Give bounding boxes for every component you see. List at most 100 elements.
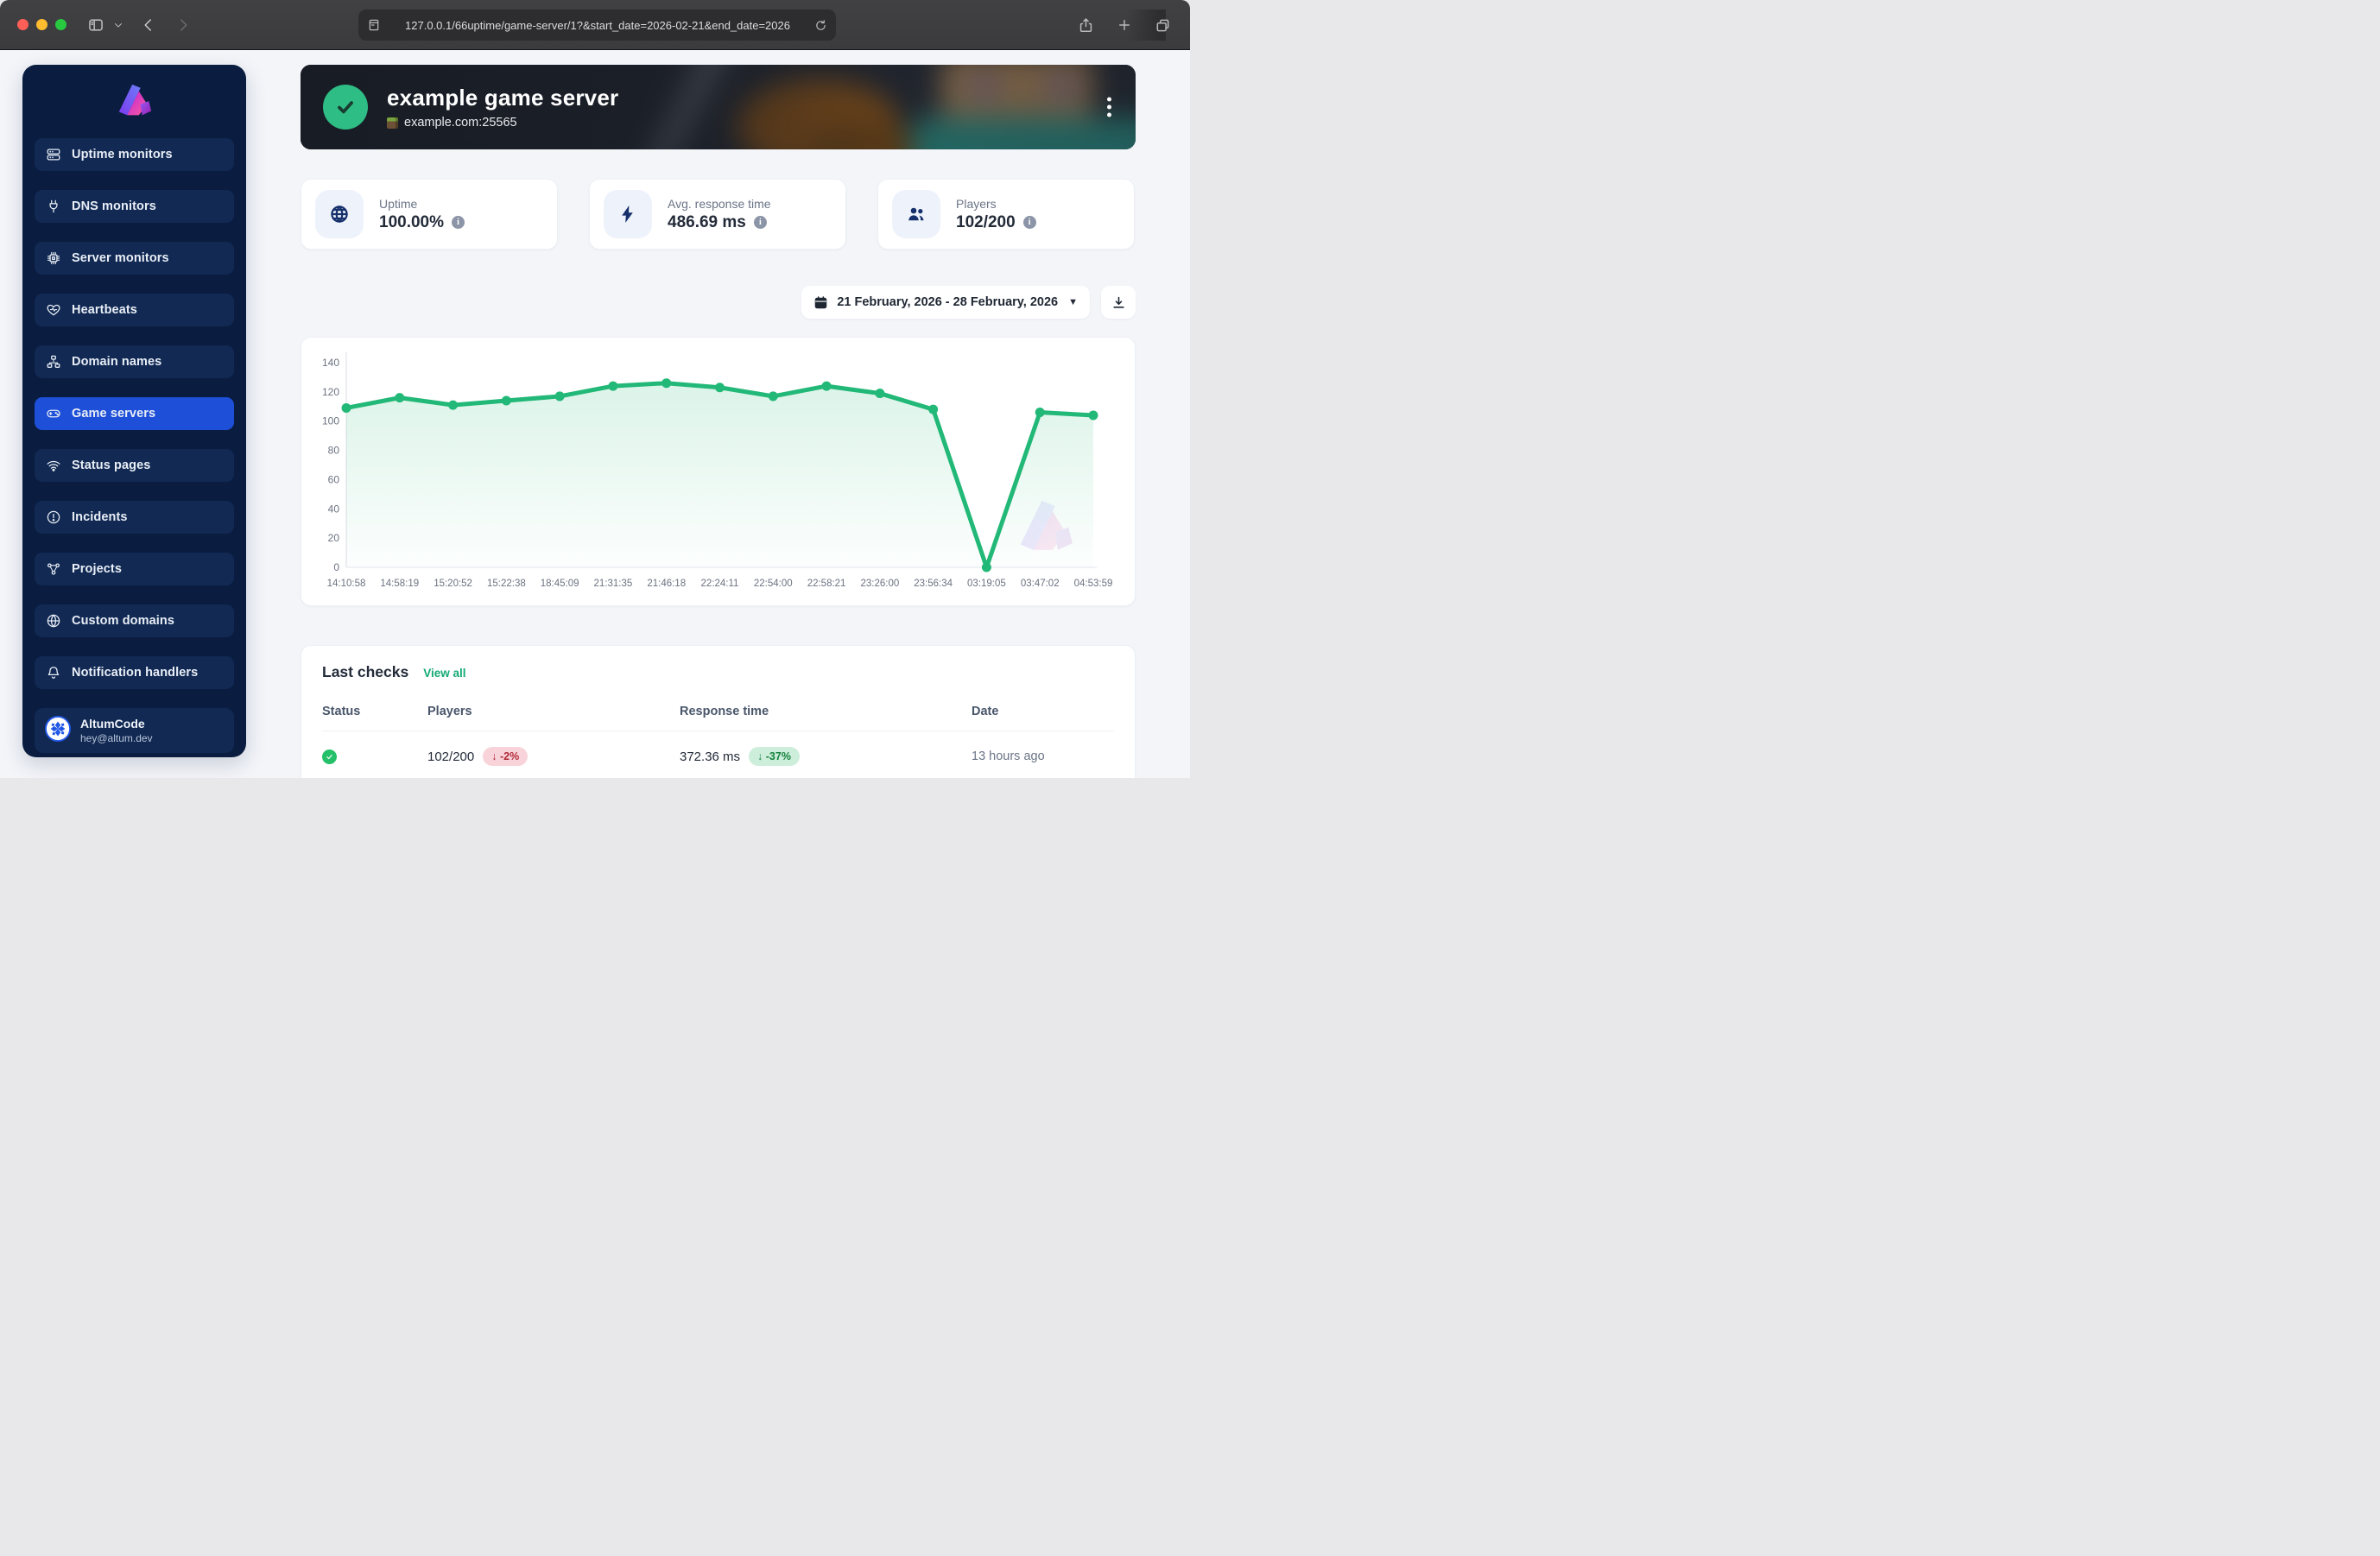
- heartbeat-icon: [46, 302, 61, 318]
- browser-window: 127.0.0.1/66uptime/game-server/1?&start_…: [0, 0, 1190, 778]
- table-body: 102/200 ↓ -2% 372.36 ms ↓ -37% 13 hours …: [322, 731, 1114, 778]
- app-logo: [115, 80, 155, 121]
- data-point: [821, 381, 832, 391]
- server-title: example game server: [387, 85, 619, 111]
- y-axis-tick: 40: [328, 503, 340, 515]
- players-change-badge: ↓ -2%: [483, 747, 529, 766]
- column-header-status: Status: [322, 705, 361, 718]
- date-range-row: 21 February, 2026 - 28 February, 2026 ▼: [301, 286, 1136, 319]
- reload-icon[interactable]: [814, 19, 827, 32]
- info-icon[interactable]: i: [452, 216, 465, 229]
- response-time-value: 372.36 ms: [680, 749, 741, 764]
- y-axis-tick: 120: [322, 386, 339, 398]
- data-point: [928, 404, 939, 414]
- share-icon[interactable]: [1078, 17, 1094, 34]
- account-menu[interactable]: AltumCode hey@altum.dev: [35, 708, 234, 754]
- window-controls: [17, 19, 66, 30]
- x-axis-tick: 22:58:21: [807, 579, 846, 589]
- column-header-response-time: Response time: [680, 705, 769, 718]
- account-email: hey@altum.dev: [80, 732, 153, 745]
- close-window-button[interactable]: [17, 19, 28, 30]
- globe-icon: [315, 190, 364, 238]
- sidebar-item-projects[interactable]: Projects: [35, 553, 234, 586]
- sidebar-item-game-servers[interactable]: Game servers: [35, 397, 234, 431]
- y-axis-tick: 20: [328, 532, 340, 544]
- sidebar-item-incidents[interactable]: Incidents: [35, 501, 234, 534]
- x-axis-tick: 14:58:19: [380, 579, 419, 589]
- tabs-icon[interactable]: [1155, 17, 1171, 34]
- status-up-icon: [322, 749, 337, 764]
- table-row: 102/200 ↓ -2% 372.36 ms ↓ -37% 13 hours …: [322, 731, 1114, 778]
- plug-icon: [46, 199, 61, 214]
- stat-card-players: Players 102/200 i: [877, 179, 1135, 250]
- check-date: 13 hours ago: [972, 750, 1045, 763]
- data-point: [1088, 410, 1098, 421]
- sitemap-icon: [46, 354, 61, 370]
- stat-label: Uptime: [379, 196, 418, 211]
- minimize-window-button[interactable]: [36, 19, 47, 30]
- stat-label: Players: [956, 196, 997, 211]
- x-axis-tick: 23:56:34: [914, 579, 953, 589]
- date-range-picker[interactable]: 21 February, 2026 - 28 February, 2026 ▼: [801, 286, 1090, 319]
- wifi-icon: [46, 458, 61, 473]
- sidebar-item-heartbeats[interactable]: Heartbeats: [35, 294, 234, 327]
- main-content: example game server example.com:25565 Up…: [301, 65, 1136, 778]
- y-axis-tick: 100: [322, 415, 339, 427]
- address-bar[interactable]: 127.0.0.1/66uptime/game-server/1?&start_…: [358, 9, 836, 41]
- info-icon[interactable]: i: [1022, 216, 1036, 229]
- calendar-icon: [813, 295, 828, 310]
- new-tab-icon[interactable]: [1117, 17, 1132, 33]
- data-point: [1035, 408, 1045, 418]
- sidebar-item-status-pages[interactable]: Status pages: [35, 449, 234, 483]
- response-change-badge: ↓ -37%: [749, 747, 800, 766]
- sidebar-item-domain-names[interactable]: Domain names: [35, 345, 234, 379]
- players-area-chart: 0 20 40 60 80 100 120 140 14:10:58 14:58:19 15:20:…: [322, 352, 1112, 589]
- caret-down-icon: ▼: [1068, 297, 1078, 307]
- sidebar-toggle-icon[interactable]: [87, 16, 104, 34]
- avatar: [45, 715, 71, 746]
- account-name: AltumCode: [80, 717, 145, 731]
- data-point: [715, 383, 725, 393]
- sidebar: Uptime monitors DNS monitors Server moni…: [22, 65, 246, 757]
- last-checks-card: Last checks View all Status Players Respon…: [301, 645, 1136, 778]
- kebab-menu-icon[interactable]: [1102, 92, 1117, 123]
- sidebar-item-notification-handlers[interactable]: Notification handlers: [35, 656, 234, 690]
- forward-icon[interactable]: [175, 17, 191, 33]
- data-point: [554, 391, 565, 402]
- stat-value: 102/200: [956, 212, 1016, 231]
- server-icon: [46, 147, 61, 162]
- view-all-link[interactable]: View all: [423, 667, 466, 680]
- x-axis-tick: 23:26:00: [860, 579, 899, 589]
- share-nodes-icon: [46, 561, 61, 577]
- column-header-date: Date: [972, 705, 999, 718]
- export-button[interactable]: [1101, 286, 1136, 319]
- reader-icon[interactable]: [367, 18, 381, 32]
- players-value: 102/200: [427, 749, 475, 764]
- chevron-down-icon[interactable]: [113, 20, 123, 30]
- zoom-window-button[interactable]: [55, 19, 66, 30]
- x-axis-tick: 03:47:02: [1021, 579, 1060, 589]
- gamepad-icon: [46, 406, 61, 421]
- info-icon[interactable]: i: [753, 216, 767, 229]
- status-check-icon: [323, 85, 368, 130]
- back-icon[interactable]: [141, 17, 156, 33]
- stat-card-avg-response-time: Avg. response time 486.69 ms i: [589, 179, 846, 250]
- x-axis-tick: 03:19:05: [967, 579, 1006, 589]
- y-axis-tick: 0: [333, 561, 339, 573]
- sidebar-item-server-monitors[interactable]: Server monitors: [35, 242, 234, 275]
- data-point: [981, 562, 991, 572]
- column-header-players: Players: [427, 705, 472, 718]
- x-axis-tick: 14:10:58: [327, 579, 366, 589]
- server-header-card: example game server example.com:25565: [301, 65, 1136, 149]
- sidebar-item-dns-monitors[interactable]: DNS monitors: [35, 190, 234, 224]
- date-range-label: 21 February, 2026 - 28 February, 2026: [837, 295, 1059, 309]
- sidebar-item-custom-domains[interactable]: Custom domains: [35, 604, 234, 638]
- table-header: Status Players Response time Date: [322, 705, 1114, 731]
- bell-icon: [46, 665, 61, 680]
- sidebar-item-uptime-monitors[interactable]: Uptime monitors: [35, 138, 234, 172]
- cpu-icon: [46, 250, 61, 266]
- bolt-icon: [604, 190, 652, 238]
- data-point: [501, 395, 511, 406]
- stat-value: 486.69 ms: [668, 212, 746, 231]
- x-axis-tick: 21:46:18: [647, 579, 686, 589]
